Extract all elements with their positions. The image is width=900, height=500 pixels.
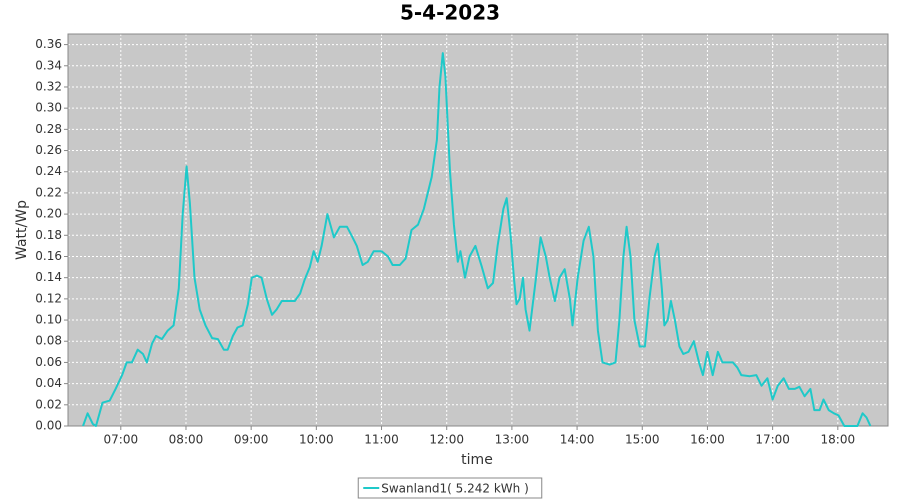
legend-label: Swanland1( 5.242 kWh ) <box>381 482 529 496</box>
x-tick-label: 18:00 <box>821 433 856 447</box>
y-tick-label: 0.22 <box>35 185 62 199</box>
y-tick-label: 0.28 <box>35 122 62 136</box>
y-tick-label: 0.10 <box>35 313 62 327</box>
y-tick-label: 0.06 <box>35 355 62 369</box>
y-tick-label: 0.18 <box>35 228 62 242</box>
y-tick-label: 0.04 <box>35 376 62 390</box>
x-tick-label: 14:00 <box>560 433 595 447</box>
y-tick-label: 0.34 <box>35 58 62 72</box>
plot-area <box>68 34 888 426</box>
x-tick-label: 07:00 <box>104 433 139 447</box>
x-tick-label: 17:00 <box>755 433 790 447</box>
x-tick-label: 09:00 <box>234 433 269 447</box>
x-tick-label: 15:00 <box>625 433 660 447</box>
y-tick-label: 0.32 <box>35 79 62 93</box>
legend-box <box>357 477 543 499</box>
x-tick-label: 12:00 <box>429 433 464 447</box>
x-tick-label: 11:00 <box>364 433 399 447</box>
data-line <box>82 52 872 427</box>
y-tick-label: 0.30 <box>35 101 62 115</box>
y-tick-label: 0.00 <box>35 419 62 433</box>
x-tick-label: 13:00 <box>495 433 530 447</box>
y-tick-label: 0.14 <box>35 270 62 284</box>
y-axis-label: Watt/Wp <box>14 200 30 260</box>
y-tick-label: 0.08 <box>35 334 62 348</box>
x-tick-label: 16:00 <box>690 433 725 447</box>
y-tick-label: 0.24 <box>35 164 62 178</box>
x-tick-label: 10:00 <box>299 433 334 447</box>
y-tick-label: 0.36 <box>35 37 62 51</box>
x-axis-label: time <box>461 452 493 468</box>
y-tick-label: 0.16 <box>35 249 62 263</box>
x-tick-label: 08:00 <box>169 433 204 447</box>
y-tick-label: 0.26 <box>35 143 62 157</box>
chart-title: 5-4-2023 <box>400 1 500 25</box>
legend: Swanland1( 5.242 kWh ) <box>357 477 543 499</box>
plot-border <box>67 33 889 427</box>
y-tick-label: 0.12 <box>35 291 62 305</box>
y-tick-label: 0.20 <box>35 207 62 221</box>
y-tick-label: 0.02 <box>35 397 62 411</box>
